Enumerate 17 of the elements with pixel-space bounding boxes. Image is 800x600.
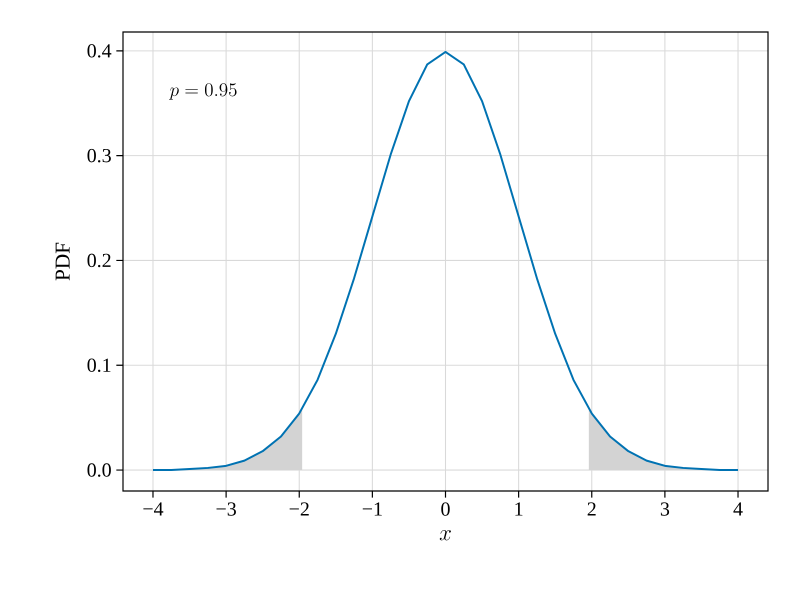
y-tick-label: 0.0: [87, 463, 111, 477]
x-tick-label: −2: [290, 502, 309, 516]
x-axis-title: $x$: [440, 530, 451, 540]
x-tick-label: 4: [733, 502, 743, 516]
annotation: $p = 0.95$: [169, 83, 237, 100]
x-tick-label: 1: [515, 502, 522, 516]
x-tick-label: 3: [660, 502, 670, 516]
x-tick-label: 2: [588, 502, 596, 516]
x-tick-label: −4: [143, 502, 164, 516]
x-tick-label: 0: [441, 502, 450, 516]
y-axis-title: PDF: [56, 242, 70, 280]
x-tick-label: −1: [362, 502, 382, 516]
y-tick-label: 0.1: [87, 358, 110, 372]
y-tick-label: 0.4: [87, 44, 112, 58]
y-tick-label: 0.2: [87, 254, 111, 268]
x-tick-label: −3: [216, 502, 236, 516]
y-tick-label: 0.3: [87, 148, 111, 162]
